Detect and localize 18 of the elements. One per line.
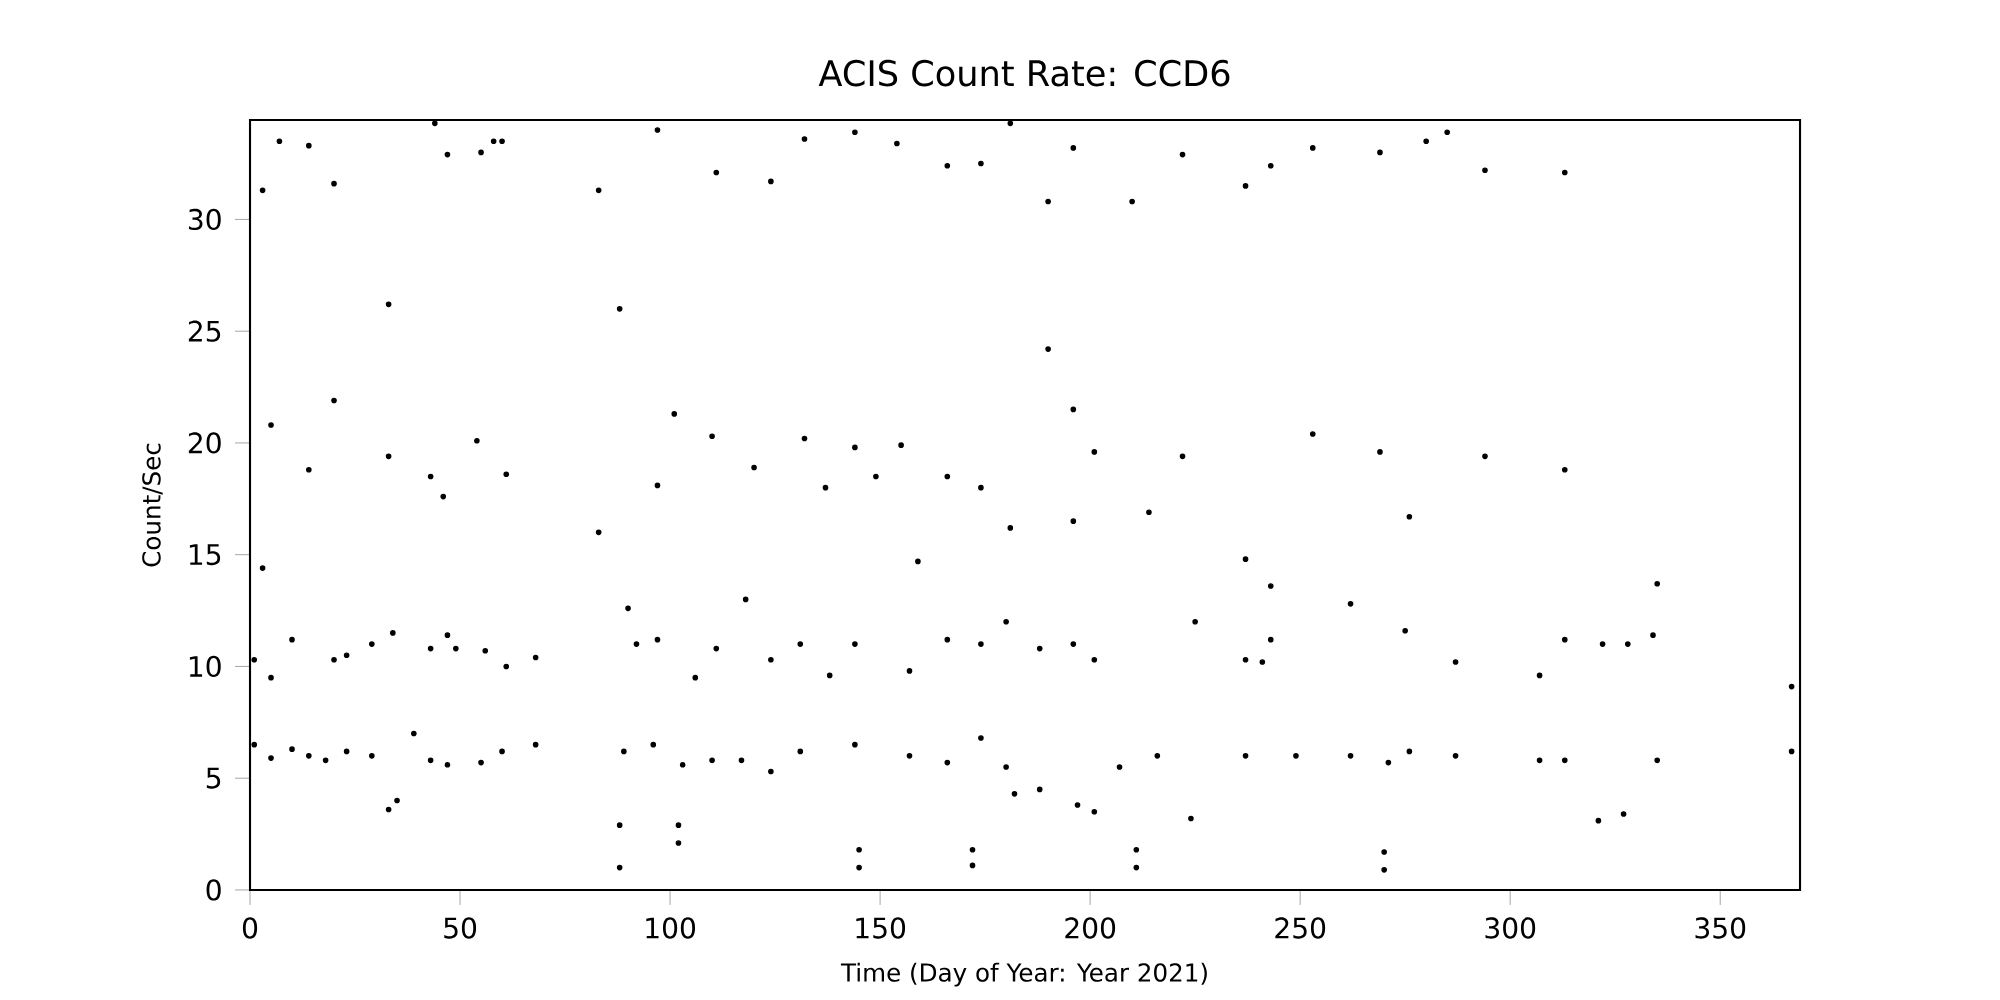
x-tick-label: 200 xyxy=(1065,917,1116,939)
y-tick-label: 25 xyxy=(188,320,221,342)
y-tick-label: 30 xyxy=(188,208,221,231)
x-tick-label: 300 xyxy=(1485,917,1536,939)
x-tick-label: 250 xyxy=(1275,917,1326,939)
y-tick-label: 20 xyxy=(188,432,221,454)
y-tick-label: 5 xyxy=(206,767,221,789)
y-axis-title: Count/Sec xyxy=(142,443,163,567)
y-tick-label: 0 xyxy=(206,879,221,901)
x-tick-label: 50 xyxy=(444,917,477,939)
chart-title: ACIS Count Rate: CCD6 xyxy=(818,59,1230,87)
x-tick-label: 0 xyxy=(242,917,258,939)
y-tick-label: 10 xyxy=(189,655,221,678)
x-tick-label: 350 xyxy=(1695,917,1746,939)
x-axis-title: Time (Day of Year: Year 2021) xyxy=(840,962,1207,987)
x-tick-label: 150 xyxy=(856,917,906,939)
x-tick-label: 100 xyxy=(646,917,696,939)
y-tick-label: 15 xyxy=(189,544,221,566)
